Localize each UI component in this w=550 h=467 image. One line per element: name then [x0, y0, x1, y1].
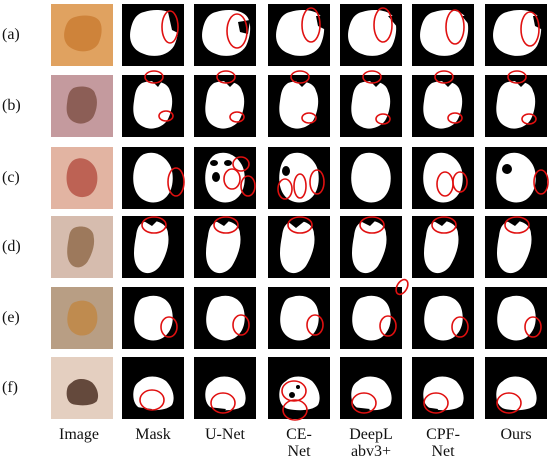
dermoscopy-image [51, 216, 113, 278]
segmentation-mask [485, 287, 547, 349]
column-label: CE- Net [286, 426, 312, 460]
dermoscopy-image [51, 4, 113, 66]
segmentation-mask [122, 147, 184, 209]
segmentation-mask [485, 4, 547, 66]
segmentation-mask [412, 216, 474, 278]
column-label: Ours [500, 426, 532, 443]
column-label: DeepL abv3+ [349, 426, 393, 460]
dermoscopy-image [51, 147, 113, 209]
row-label: (e) [2, 309, 20, 326]
segmentation-mask [194, 287, 256, 349]
segmentation-mask [340, 357, 402, 419]
segmentation-mask [122, 75, 184, 137]
segmentation-mask [268, 357, 330, 419]
column-label: CPF- Net [426, 426, 460, 460]
dermoscopy-image [51, 357, 113, 419]
row-label: (c) [2, 169, 20, 186]
segmentation-mask [412, 4, 474, 66]
segmentation-mask [485, 75, 547, 137]
segmentation-mask [340, 4, 402, 66]
segmentation-mask [122, 4, 184, 66]
segmentation-mask [412, 147, 474, 209]
column-label: U-Net [205, 426, 245, 443]
row-label: (f) [2, 379, 18, 396]
segmentation-mask [194, 216, 256, 278]
segmentation-mask [340, 75, 402, 137]
column-label: Image [59, 426, 99, 443]
segmentation-mask [194, 4, 256, 66]
row-label: (a) [2, 26, 20, 43]
segmentation-mask [268, 287, 330, 349]
segmentation-mask [194, 75, 256, 137]
segmentation-mask [340, 147, 402, 209]
segmentation-mask [268, 75, 330, 137]
segmentation-mask [485, 147, 547, 209]
column-label: Mask [135, 426, 171, 443]
segmentation-mask [122, 357, 184, 419]
segmentation-mask [412, 287, 474, 349]
segmentation-mask [485, 216, 547, 278]
segmentation-mask [268, 216, 330, 278]
segmentation-mask [412, 75, 474, 137]
segmentation-mask [122, 216, 184, 278]
row-label: (d) [2, 238, 21, 255]
segmentation-mask [268, 147, 330, 209]
segmentation-mask [194, 357, 256, 419]
segmentation-mask [485, 357, 547, 419]
dermoscopy-image [51, 287, 113, 349]
segmentation-mask [340, 216, 402, 278]
segmentation-mask [268, 4, 330, 66]
segmentation-mask [122, 287, 184, 349]
segmentation-mask [194, 147, 256, 209]
segmentation-mask [412, 357, 474, 419]
segmentation-mask [340, 287, 402, 349]
dermoscopy-image [51, 75, 113, 137]
row-label: (b) [2, 97, 21, 114]
